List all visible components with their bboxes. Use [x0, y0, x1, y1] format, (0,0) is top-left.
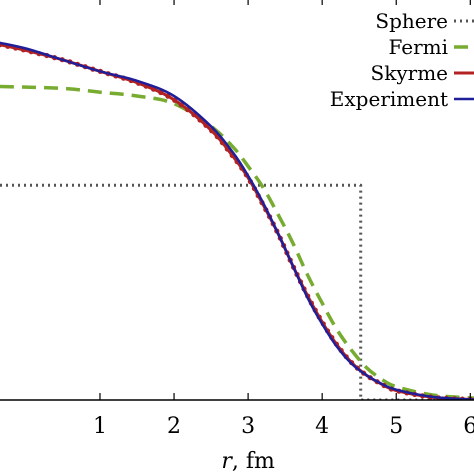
legend-label-fermi: Fermi [388, 35, 448, 59]
x-tick-label: 6 [463, 414, 474, 439]
series-skyrme-marker [172, 97, 178, 103]
x-tick-label: 4 [315, 414, 329, 439]
series-experiment-line [0, 41, 474, 400]
series-skyrme-marker [165, 93, 171, 99]
x-tick-label: 5 [389, 414, 403, 439]
x-axis-label-unit: , fm [232, 449, 275, 474]
legend-label-experiment: Experiment [330, 87, 448, 111]
x-tick-label: 1 [93, 414, 107, 439]
x-axis: 1 2 3 4 5 6 [93, 0, 474, 439]
series-fermi-line [0, 84, 474, 400]
series-skyrme-marker [185, 107, 191, 113]
legend-label-sphere: Sphere [375, 9, 448, 33]
x-tick-label: 3 [241, 414, 255, 439]
x-tick-label: 2 [167, 414, 181, 439]
x-axis-label-variable: r [221, 449, 233, 474]
plot-frame [0, 399, 474, 401]
series-skyrme-marker [178, 102, 184, 108]
series-sphere-line [0, 183, 474, 400]
x-axis-label: r, fm [221, 449, 275, 474]
series-layer [0, 41, 474, 400]
legend-label-skyrme: Skyrme [371, 61, 448, 85]
